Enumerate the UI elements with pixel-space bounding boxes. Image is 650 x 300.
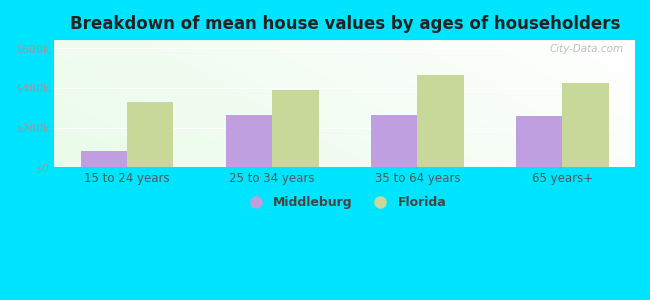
Bar: [417, 75, 463, 167]
Bar: [371, 115, 417, 167]
Bar: [226, 115, 272, 167]
Bar: [516, 116, 562, 167]
Bar: [81, 151, 127, 167]
Legend: Middleburg, Florida: Middleburg, Florida: [238, 191, 452, 214]
Bar: [272, 90, 318, 167]
Title: Breakdown of mean house values by ages of householders: Breakdown of mean house values by ages o…: [70, 15, 620, 33]
Bar: [562, 83, 609, 167]
Bar: [127, 102, 174, 167]
Text: City-Data.com: City-Data.com: [549, 44, 623, 54]
